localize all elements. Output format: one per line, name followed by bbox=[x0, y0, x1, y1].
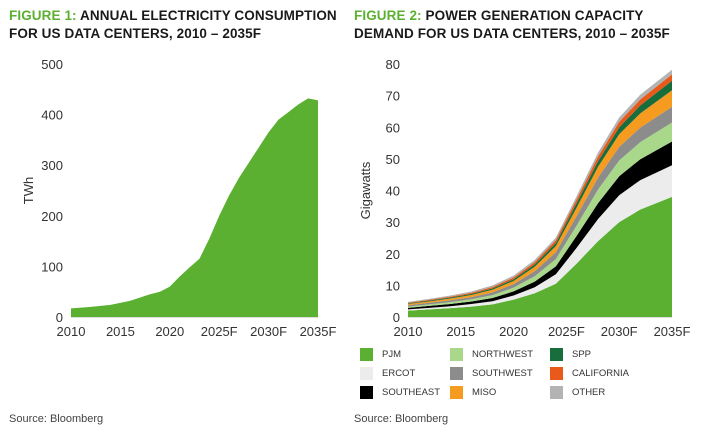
legend-swatch bbox=[550, 348, 563, 361]
legend-label: PJM bbox=[382, 349, 401, 360]
legend-swatch bbox=[450, 367, 463, 380]
figure1-source: Source: Bloomberg bbox=[9, 413, 104, 425]
legend-label: NORTHWEST bbox=[472, 349, 534, 360]
area-pjm bbox=[408, 196, 672, 317]
chart1-xtick-label: 2025F bbox=[201, 324, 238, 339]
legend-item-southwest: SOUTHWEST bbox=[450, 367, 533, 380]
figure1-title: FIGURE 1: ANNUAL ELECTRICITY CONSUMPTION… bbox=[9, 7, 337, 43]
chart1-xtick-label: 2010 bbox=[57, 324, 86, 339]
chart2-ytick-label: 80 bbox=[386, 57, 400, 72]
chart1-ytick-label: 500 bbox=[41, 57, 63, 72]
legend-item-pjm: PJM bbox=[360, 348, 401, 361]
chart2-xtick-label: 2025F bbox=[548, 324, 585, 339]
legend-item-ercot: ERCOT bbox=[360, 367, 415, 380]
chart1-y-axis-label: TWh bbox=[21, 177, 36, 204]
chart2-ytick-label: 50 bbox=[386, 152, 400, 167]
chart1-ytick-label: 400 bbox=[41, 108, 63, 123]
chart1-xtick-label: 2020 bbox=[155, 324, 184, 339]
legend-label: ERCOT bbox=[382, 368, 416, 379]
area-southeast bbox=[408, 141, 672, 310]
figure2-title: FIGURE 2: POWER GENERATION CAPACITY DEMA… bbox=[354, 7, 670, 43]
figure2-title-line1: POWER GENERATION CAPACITY bbox=[425, 8, 644, 23]
figure2-source: Source: Bloomberg bbox=[354, 413, 449, 425]
chart2-ytick-label: 20 bbox=[386, 247, 400, 262]
chart1-xtick-label: 2035F bbox=[300, 324, 337, 339]
chart2-xtick-label: 2030F bbox=[601, 324, 638, 339]
legend-item-other: OTHER bbox=[550, 386, 605, 399]
legend-swatch bbox=[360, 367, 373, 380]
legend-label: CALIFORNIA bbox=[572, 368, 630, 379]
chart2-ytick-label: 30 bbox=[386, 215, 400, 230]
chart1-ytick-label: 300 bbox=[41, 158, 63, 173]
legend-label: MISO bbox=[472, 387, 497, 398]
legend-item-california: CALIFORNIA bbox=[550, 367, 629, 380]
chart2-ytick-label: 10 bbox=[386, 278, 400, 293]
chart2-ytick-label: 40 bbox=[386, 184, 400, 199]
figure2-label: FIGURE 2: bbox=[354, 8, 422, 23]
consumption-chart: 0 100 200 300 400 500 2010 2015 2020 2025F 2030F 20… bbox=[21, 57, 337, 339]
legend-swatch bbox=[450, 348, 463, 361]
area-miso bbox=[408, 90, 672, 306]
figure1-label: FIGURE 1: bbox=[9, 8, 77, 23]
legend-item-southeast: SOUTHEAST bbox=[360, 386, 440, 399]
legend-item-spp: SPP bbox=[550, 348, 591, 361]
area-california bbox=[408, 74, 672, 304]
legend-swatch bbox=[360, 386, 373, 399]
legend-swatch bbox=[550, 367, 563, 380]
capacity-chart: 0 10 20 30 40 50 60 70 80 2010 2015 2020 2025F 2030F 2… bbox=[358, 57, 691, 339]
chart2-xtick-label: 2035F bbox=[654, 324, 691, 339]
chart2-ytick-label: 60 bbox=[386, 120, 400, 135]
chart1-ytick-label: 0 bbox=[56, 310, 63, 325]
chart1-xtick-label: 2030F bbox=[250, 324, 287, 339]
chart2-ytick-label: 70 bbox=[386, 89, 400, 104]
chart1-ytick-label: 100 bbox=[41, 259, 63, 274]
area-spp bbox=[408, 80, 672, 305]
chart2-ytick-label: 0 bbox=[393, 310, 400, 325]
chart1-xtick-label: 2015 bbox=[106, 324, 135, 339]
area-southwest bbox=[408, 106, 672, 307]
figure1-title-line1: ANNUAL ELECTRICITY CONSUMPTION bbox=[80, 8, 337, 23]
legend-swatch bbox=[360, 348, 373, 361]
chart2-y-axis-label: Gigawatts bbox=[358, 161, 373, 219]
legend-label: SOUTHWEST bbox=[472, 368, 533, 379]
figure2-title-line2: DEMAND FOR US DATA CENTERS, 2010 – 2035F bbox=[354, 26, 670, 41]
legend-item-miso: MISO bbox=[450, 386, 496, 399]
legend-label: OTHER bbox=[572, 387, 606, 398]
chart2-xtick-label: 2020 bbox=[499, 324, 528, 339]
legend-item-northwest: NORTHWEST bbox=[450, 348, 533, 361]
chart2-xtick-label: 2015 bbox=[446, 324, 475, 339]
area-other bbox=[408, 69, 672, 303]
consumption-area bbox=[71, 98, 318, 317]
figure1-title-line2: FOR US DATA CENTERS, 2010 – 2035F bbox=[9, 26, 262, 41]
chart1-ytick-label: 200 bbox=[41, 209, 63, 224]
legend-label: SPP bbox=[572, 349, 592, 360]
chart2-xtick-label: 2010 bbox=[394, 324, 423, 339]
legend-label: SOUTHEAST bbox=[382, 387, 441, 398]
area-ercot bbox=[408, 165, 672, 311]
legend-swatch bbox=[450, 386, 463, 399]
legend-swatch bbox=[550, 386, 563, 399]
area-northwest bbox=[408, 122, 672, 308]
